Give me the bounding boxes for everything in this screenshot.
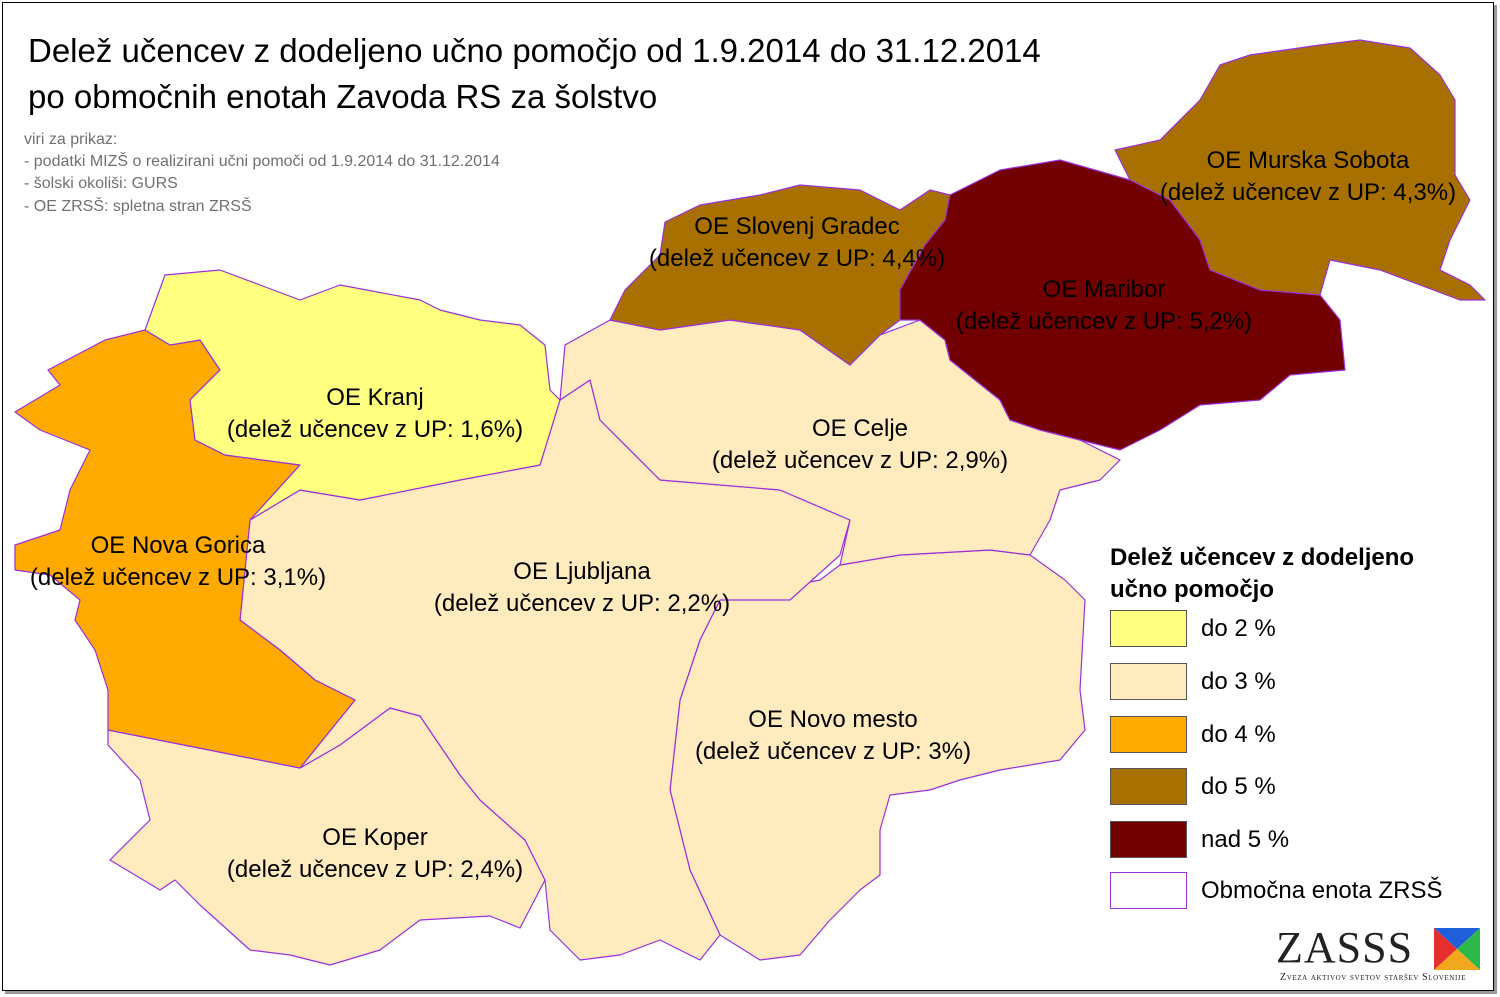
region-name-koper: OE Koper — [322, 824, 428, 851]
legend-label-do-4: do 4 % — [1201, 721, 1276, 748]
region-label-koper: OE Koper (delež učencev z UP: 2,4%) — [227, 822, 523, 886]
sources-heading: viri za prikaz: — [24, 131, 118, 148]
legend-swatch-do-5 — [1110, 768, 1187, 805]
source-item-zrss: - OE ZRSŠ: spletna stran ZRSŠ — [24, 198, 252, 215]
source-item-mizs: - podatki MIZŠ o realizirani učni pomoči… — [24, 153, 500, 170]
region-name-kranj: OE Kranj — [326, 384, 424, 411]
region-label-nova-gorica: OE Nova Gorica (delež učencev z UP: 3,1%… — [30, 530, 326, 594]
logo-subtitle: Zveza aktivov svetov staršev Slovenije — [1280, 972, 1467, 983]
zasss-logo: ZASSS Zveza aktivov svetov staršev Slove… — [1276, 922, 1486, 988]
region-name-slovenj-gradec: OE Slovenj Gradec — [694, 213, 900, 240]
region-value-slovenj-gradec: (delež učencev z UP: 4,4%) — [648, 245, 946, 272]
region-value-murska-sobota: (delež učencev z UP: 4,3%) — [1159, 179, 1457, 206]
region-name-celje: OE Celje — [811, 415, 909, 442]
region-label-novo-mesto: OE Novo mesto (delež učencev z UP: 3%) — [695, 704, 971, 768]
region-value-nova-gorica: (delež učencev z UP: 3,1%) — [29, 564, 327, 591]
region-value-koper: (delež učencev z UP: 2,4%) — [226, 856, 524, 883]
region-name-murska-sobota: OE Murska Sobota — [1206, 147, 1410, 174]
legend-swatch-boundary — [1110, 872, 1187, 909]
map-title-line2: po območnih enotah Zavoda RS za šolstvo — [28, 78, 658, 115]
legend-label-nad-5: nad 5 % — [1201, 826, 1290, 853]
region-name-nova-gorica: OE Nova Gorica — [90, 532, 266, 559]
region-name-ljubljana: OE Ljubljana — [513, 558, 651, 585]
region-label-murska-sobota: OE Murska Sobota (delež učencev z UP: 4,… — [1160, 145, 1456, 209]
region-name-maribor: OE Maribor — [1042, 276, 1166, 303]
region-murska-sobota[interactable] — [1114, 39, 1486, 301]
legend-label-do-2: do 2 % — [1201, 615, 1276, 642]
legend-swatch-nad-5 — [1110, 821, 1187, 858]
legend-swatch-do-3 — [1110, 663, 1187, 700]
region-name-novo-mesto: OE Novo mesto — [748, 706, 918, 733]
legend-label-boundary: Območna enota ZRSŠ — [1201, 877, 1443, 904]
logo-wordmark: ZASSS — [1276, 923, 1414, 972]
legend-label-do-3: do 3 % — [1201, 668, 1276, 695]
logo-x-icon — [1434, 928, 1480, 970]
legend-swatch-do-2 — [1110, 610, 1187, 647]
region-label-celje: OE Celje (delež učencev z UP: 2,9%) — [712, 413, 1008, 477]
region-value-celje: (delež učencev z UP: 2,9%) — [711, 447, 1009, 474]
source-item-gurs: - šolski okoliši: GURS — [24, 175, 178, 192]
region-value-maribor: (delež učencev z UP: 5,2%) — [955, 308, 1253, 335]
legend-title: Delež učencev z dodeljeno učno pomočjo — [1110, 542, 1414, 606]
region-kranj[interactable] — [144, 269, 561, 521]
region-value-kranj: (delež učencev z UP: 1,6%) — [226, 416, 524, 443]
region-label-ljubljana: OE Ljubljana (delež učencev z UP: 2,2%) — [434, 556, 730, 620]
region-label-maribor: OE Maribor (delež učencev z UP: 5,2%) — [956, 274, 1252, 338]
region-label-slovenj-gradec: OE Slovenj Gradec (delež učencev z UP: 4… — [649, 211, 945, 275]
region-value-ljubljana: (delež učencev z UP: 2,2%) — [433, 590, 731, 617]
legend-label-do-5: do 5 % — [1201, 773, 1276, 800]
legend-title-line1: Delež učencev z dodeljeno — [1110, 544, 1415, 571]
legend-title-line2: učno pomočjo — [1110, 576, 1274, 603]
legend-swatch-do-4 — [1110, 716, 1187, 753]
region-label-kranj: OE Kranj (delež učencev z UP: 1,6%) — [227, 382, 523, 446]
map-title-line1: Delež učencev z dodeljeno učno pomočjo o… — [28, 32, 1041, 69]
region-value-novo-mesto: (delež učencev z UP: 3%) — [694, 738, 972, 765]
